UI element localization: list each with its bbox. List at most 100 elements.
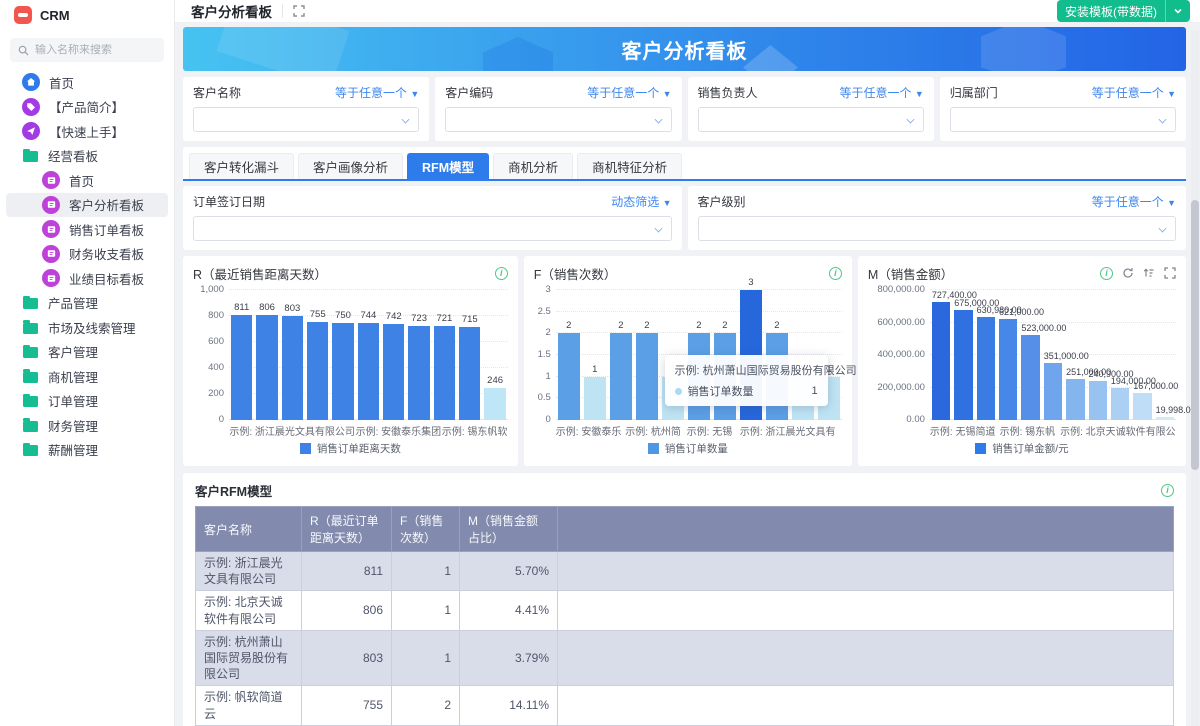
- search-input[interactable]: [35, 44, 145, 56]
- filter-operator-link[interactable]: 等于任意一个 ▼: [587, 84, 671, 101]
- table-row[interactable]: 示例: 帆软简道云755214.11%: [196, 686, 1174, 725]
- table-row[interactable]: 示例: 北京天诚软件有限公司80614.41%: [196, 591, 1174, 630]
- sidebar-item-label: 首页: [49, 73, 74, 92]
- filter-select[interactable]: [950, 107, 1176, 132]
- filter-operator-link[interactable]: 等于任意一个 ▼: [1092, 193, 1176, 210]
- filter-select[interactable]: [698, 107, 924, 132]
- sidebar-item-5[interactable]: 客户分析看板: [6, 193, 168, 218]
- bar[interactable]: [1156, 417, 1174, 420]
- bar[interactable]: [282, 316, 303, 420]
- bar[interactable]: [383, 324, 404, 420]
- bar[interactable]: [484, 388, 505, 420]
- chevron-down-icon[interactable]: [1166, 6, 1190, 16]
- bar[interactable]: [434, 326, 455, 420]
- bar[interactable]: [1133, 393, 1151, 420]
- info-icon[interactable]: i: [1161, 484, 1174, 497]
- bar[interactable]: [1111, 388, 1129, 420]
- sidebar-item-label: 客户分析看板: [69, 195, 144, 214]
- sidebar-item-12[interactable]: 商机管理: [6, 364, 168, 389]
- tab-1[interactable]: 客户画像分析: [298, 153, 403, 179]
- bar[interactable]: [954, 310, 972, 420]
- install-template-button[interactable]: 安装模板(带数据): [1057, 0, 1190, 22]
- filter-select[interactable]: [193, 216, 672, 241]
- info-icon[interactable]: i: [1100, 267, 1113, 280]
- sidebar-item-9[interactable]: 产品管理: [6, 291, 168, 316]
- tab-0[interactable]: 客户转化漏斗: [189, 153, 294, 179]
- table-row[interactable]: 示例: 杭州萧山国际贸易股份有限公司80313.79%: [196, 630, 1174, 686]
- sidebar-item-7[interactable]: 财务收支看板: [6, 242, 168, 267]
- info-icon[interactable]: i: [495, 267, 508, 280]
- row1-filter-3: 归属部门等于任意一个 ▼: [940, 77, 1186, 141]
- sidebar-item-3[interactable]: 经营看板: [6, 144, 168, 169]
- filter-operator-link[interactable]: 等于任意一个 ▼: [335, 84, 419, 101]
- bar[interactable]: [977, 317, 995, 420]
- table-row[interactable]: 示例: 浙江晨光文具有限公司81115.70%: [196, 552, 1174, 591]
- bar[interactable]: [1021, 335, 1039, 420]
- sidebar-item-14[interactable]: 财务管理: [6, 413, 168, 438]
- bar[interactable]: [558, 333, 580, 420]
- fullscreen-icon[interactable]: [293, 5, 305, 17]
- sidebar-item-label: 商机管理: [48, 367, 98, 386]
- caret-down-icon: ▼: [1167, 198, 1176, 208]
- sidebar-item-label: 【快速上手】: [49, 122, 124, 141]
- bar[interactable]: [584, 377, 606, 420]
- sidebar-item-0[interactable]: 首页: [6, 70, 168, 95]
- bar[interactable]: [636, 333, 658, 420]
- sidebar-search[interactable]: [10, 38, 164, 62]
- sidebar-item-2[interactable]: 【快速上手】: [6, 119, 168, 144]
- filter-select[interactable]: [193, 107, 419, 132]
- fullscreen-icon[interactable]: [1164, 267, 1176, 279]
- filter-select[interactable]: [698, 216, 1177, 241]
- filter-operator-link[interactable]: 等于任意一个 ▼: [839, 84, 923, 101]
- sidebar-item-11[interactable]: 客户管理: [6, 340, 168, 365]
- bar[interactable]: [256, 315, 277, 420]
- sidebar-item-15[interactable]: 薪酬管理: [6, 438, 168, 463]
- caret-down-icon: ▼: [410, 89, 419, 99]
- bar-value-label: 723: [408, 313, 429, 324]
- scrollbar-thumb[interactable]: [1191, 200, 1199, 470]
- tooltip-series-row: 销售订单数量1: [675, 383, 818, 399]
- bar[interactable]: [332, 323, 353, 421]
- bar[interactable]: [1044, 363, 1062, 420]
- bar-group-2: 803: [282, 290, 303, 420]
- bar[interactable]: [932, 302, 950, 420]
- bar[interactable]: [307, 322, 328, 420]
- bar[interactable]: [1066, 379, 1084, 420]
- bar-value-label: 19,998.00: [1156, 405, 1174, 415]
- legend-label: 销售订单数量: [665, 441, 728, 456]
- bar[interactable]: [358, 323, 379, 420]
- sidebar-item-13[interactable]: 订单管理: [6, 389, 168, 414]
- filter-operator-link[interactable]: 等于任意一个 ▼: [1092, 84, 1176, 101]
- filter-operator-link[interactable]: 动态筛选 ▼: [611, 193, 671, 210]
- sidebar-item-1[interactable]: 【产品简介】: [6, 95, 168, 120]
- filter-select[interactable]: [445, 107, 671, 132]
- bar[interactable]: [999, 319, 1017, 420]
- sidebar-item-6[interactable]: 销售订单看板: [6, 217, 168, 242]
- cell-m-value: 5.70%: [460, 552, 558, 591]
- sidebar-item-10[interactable]: 市场及线索管理: [6, 315, 168, 340]
- bar-value-label: 523,000.00: [1021, 323, 1039, 333]
- y-axis-tick-label: 400,000.00: [877, 349, 925, 360]
- table-header-row: 客户名称R（最近订单距离天数）F（销售次数）M（销售金额占比）: [196, 507, 1174, 552]
- tooltip-series-name: 销售订单数量: [688, 383, 754, 399]
- caret-down-icon: ▼: [663, 198, 672, 208]
- sidebar-item-4[interactable]: 首页: [6, 168, 168, 193]
- tab-4[interactable]: 商机特征分析: [577, 153, 682, 179]
- bar-value-label: 806: [256, 302, 277, 313]
- page-title: 客户分析看板: [191, 1, 272, 21]
- bar[interactable]: [231, 315, 252, 420]
- folder-icon: [23, 151, 38, 162]
- bar[interactable]: [1089, 381, 1107, 420]
- bar[interactable]: [610, 333, 632, 420]
- info-icon[interactable]: i: [829, 267, 842, 280]
- tab-3[interactable]: 商机分析: [493, 153, 573, 179]
- tab-2[interactable]: RFM模型: [407, 153, 489, 179]
- bar-group-5: 744: [358, 290, 379, 420]
- y-axis-tick-label: 0: [546, 414, 551, 425]
- y-axis-tick-label: 2: [546, 327, 551, 338]
- sort-icon[interactable]: [1143, 267, 1155, 279]
- sidebar-item-8[interactable]: 业绩目标看板: [6, 266, 168, 291]
- bar[interactable]: [408, 326, 429, 420]
- refresh-icon[interactable]: [1122, 267, 1134, 279]
- bar[interactable]: [459, 327, 480, 420]
